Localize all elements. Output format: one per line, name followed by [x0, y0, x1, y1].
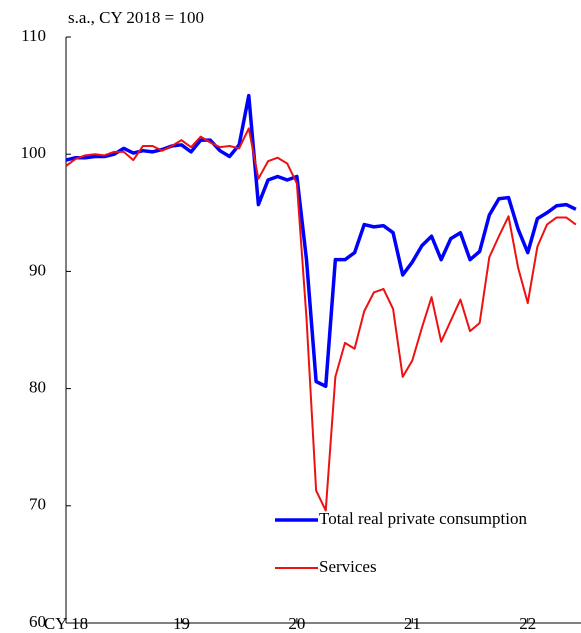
x-tick-label: 19 — [173, 614, 190, 633]
legend-label: Services — [319, 557, 377, 576]
x-tick-label: 20 — [288, 614, 305, 633]
legend-label: Total real private consumption — [319, 509, 527, 528]
series-line — [65, 127, 577, 512]
y-tick-label: 90 — [29, 260, 46, 279]
y-tick-label: 110 — [21, 26, 46, 45]
y-axis-label: s.a., CY 2018 = 100 — [68, 8, 204, 27]
y-tick-label: 70 — [29, 495, 46, 514]
x-tick-label: CY 18 — [44, 614, 88, 633]
x-tick-label: 21 — [404, 614, 421, 633]
y-tick-label: 60 — [29, 612, 46, 631]
x-tick-label: 22 — [519, 614, 536, 633]
series-line — [65, 93, 577, 389]
y-tick-label: 80 — [29, 378, 46, 397]
y-tick-label: 100 — [21, 143, 47, 162]
